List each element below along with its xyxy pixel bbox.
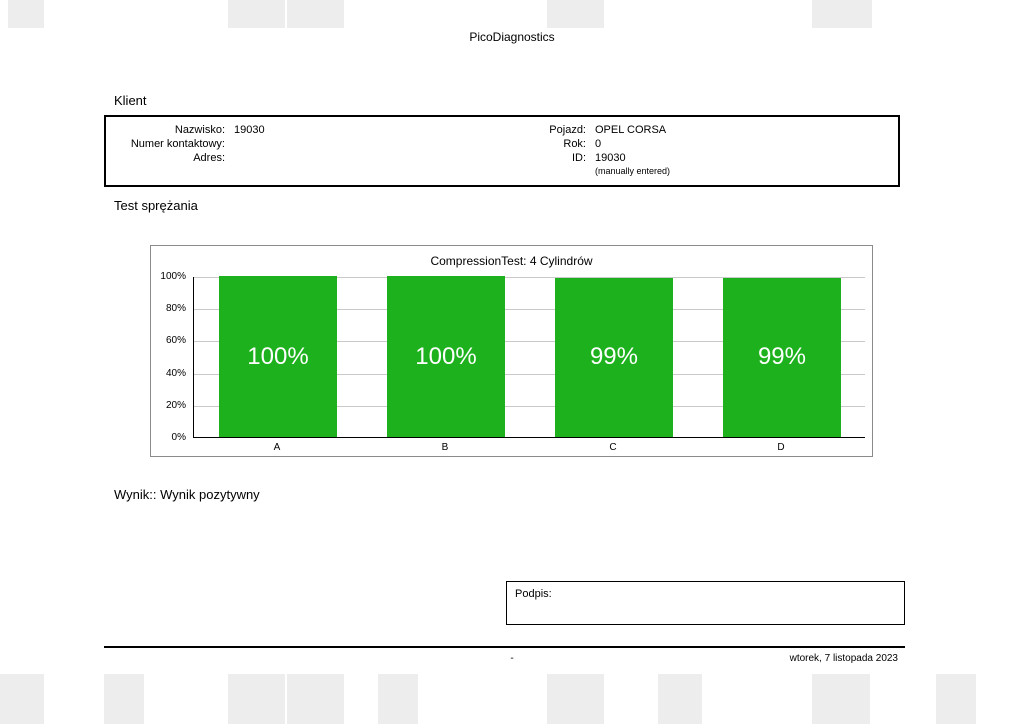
field-label-pojazd: Pojazd: xyxy=(549,124,586,136)
page-edge-artifact xyxy=(228,674,285,724)
result-text: Wynik:: Wynik pozytywny xyxy=(114,487,260,502)
y-tick-label: 20% xyxy=(165,399,186,411)
page-edge-artifact xyxy=(228,0,285,28)
bar-value-label: 100% xyxy=(415,342,477,370)
field-value-id: 19030 xyxy=(595,152,626,164)
empty-label-cell xyxy=(506,165,586,178)
field-label-adres: Adres: xyxy=(193,152,225,164)
y-tick-label: 80% xyxy=(165,303,186,315)
chart-title: CompressionTest: 4 Cylindrów xyxy=(430,254,593,268)
field-label-numer-kontaktowy: Numer kontaktowy: xyxy=(130,138,225,150)
field-value-nazwisko: 19030 xyxy=(234,124,265,136)
y-tick-label: 0% xyxy=(171,432,186,443)
page-edge-artifact xyxy=(547,0,604,28)
page-edge-artifact xyxy=(8,0,44,28)
y-tick-label: 40% xyxy=(165,367,186,379)
signature-box: Podpis: xyxy=(506,581,905,625)
bar-value-label: 99% xyxy=(757,343,806,371)
page-edge-artifact xyxy=(547,674,604,724)
y-tick-label: 60% xyxy=(165,335,186,347)
field-label-rok: Rok: xyxy=(563,138,586,150)
client-section-heading: Klient xyxy=(114,93,147,108)
page-edge-artifact xyxy=(936,674,976,724)
page-edge-artifact xyxy=(812,674,870,724)
field-value-adres xyxy=(234,151,265,165)
page-edge-artifact xyxy=(378,674,418,724)
footer-center-text: - xyxy=(510,653,514,664)
page-edge-artifact xyxy=(287,674,344,724)
signature-label: Podpis: xyxy=(515,588,552,600)
page-edge-artifact xyxy=(838,0,872,28)
bar-cylinder-C: 99% xyxy=(554,277,674,437)
x-tick-label: A xyxy=(273,442,281,453)
page-edge-artifact xyxy=(658,674,702,724)
x-tick-label: D xyxy=(777,442,785,453)
x-tick-label: C xyxy=(609,442,617,453)
gridline xyxy=(194,373,865,375)
page-edge-artifact xyxy=(812,0,842,28)
field-value-pojazd: OPEL CORSA xyxy=(595,124,667,136)
field-label-nazwisko: Nazwisko: xyxy=(174,124,225,136)
gridline xyxy=(194,405,865,407)
test-section-heading: Test sprężania xyxy=(114,198,198,213)
field-label-id: ID: xyxy=(571,152,586,164)
gridline xyxy=(194,309,865,311)
x-tick-label: B xyxy=(441,442,449,453)
field-value-numer-kontaktowy xyxy=(234,137,265,151)
bar-value-label: 100% xyxy=(247,342,309,370)
client-right-fields: Pojazd: OPEL CORSA Rok: 0 ID: 19030 (man… xyxy=(506,123,670,178)
y-tick-label: 100% xyxy=(160,271,186,282)
footer-rule xyxy=(104,646,905,648)
client-left-fields: Nazwisko: 19030 Numer kontaktowy: Adres: xyxy=(120,123,265,165)
field-value-rok: 0 xyxy=(595,138,602,150)
x-axis-labels: A B C D xyxy=(193,442,865,456)
gridline xyxy=(194,341,865,343)
bar-cylinder-B: 100% xyxy=(386,276,506,437)
gridline xyxy=(194,277,865,278)
bar-cylinder-D: 99% xyxy=(722,277,842,437)
page-edge-artifact xyxy=(0,674,44,724)
footer-date: wtorek, 7 listopada 2023 xyxy=(789,653,898,664)
bar-cylinder-A: 100% xyxy=(218,276,338,437)
document-title: PicoDiagnostics xyxy=(469,30,555,44)
compression-chart: CompressionTest: 4 Cylindrów 100% 80% 60% 4… xyxy=(150,245,873,457)
manually-entered-note: (manually entered) xyxy=(595,166,671,176)
bar-value-label: 99% xyxy=(589,343,638,371)
client-info-box: Nazwisko: 19030 Numer kontaktowy: Adres:… xyxy=(104,115,900,187)
bar-plot: 100% 100% 99% 99% xyxy=(193,276,865,438)
page-edge-artifact xyxy=(287,0,344,28)
y-axis-labels: 100% 80% 60% 40% 20% 0% xyxy=(151,271,188,443)
page-edge-artifact xyxy=(104,674,144,724)
